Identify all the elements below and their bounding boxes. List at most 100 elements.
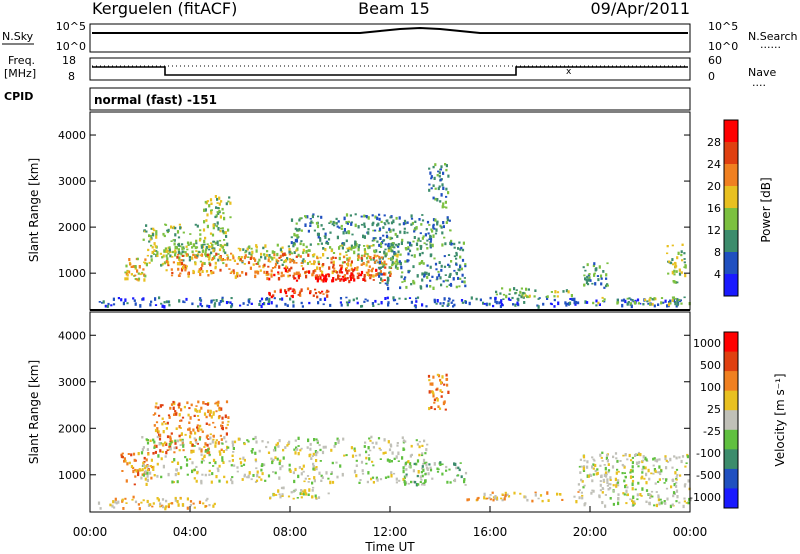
power-cell <box>137 277 141 281</box>
power-cell <box>146 254 149 257</box>
velocity-cell <box>279 466 282 471</box>
power-cell <box>150 255 153 258</box>
power-cell <box>398 223 401 226</box>
power-cell <box>455 272 458 276</box>
power-cell <box>132 297 135 300</box>
velocity-cell <box>407 482 410 485</box>
velocity-cell <box>205 505 208 507</box>
power-cell <box>500 299 503 303</box>
power-cell <box>431 275 434 278</box>
power-cell <box>152 227 155 231</box>
velocity-cell <box>327 477 330 480</box>
power-cell <box>444 200 447 204</box>
power-cell <box>345 267 348 272</box>
power-cell <box>234 275 237 279</box>
power-cell <box>410 217 414 220</box>
power-cell <box>221 296 224 299</box>
power-cell <box>313 261 316 263</box>
velocity-cell <box>637 453 641 456</box>
velocity-cell <box>388 459 391 463</box>
velocity-cell <box>464 471 468 475</box>
power-cell <box>452 305 455 308</box>
power-cell <box>273 253 276 257</box>
power-cell <box>198 268 201 271</box>
velocity-cell <box>154 450 157 454</box>
power-cell <box>339 301 342 304</box>
velocity-cell <box>278 476 281 480</box>
power-cell <box>439 168 442 171</box>
power-cell <box>672 263 675 266</box>
power-cell <box>210 245 213 248</box>
power-colorbar-swatch <box>724 208 738 231</box>
power-cell <box>304 271 307 274</box>
power-cell <box>421 237 424 240</box>
power-cell <box>183 263 186 267</box>
velocity-cell <box>113 506 116 509</box>
velocity-cell <box>143 456 146 460</box>
power-cell <box>302 248 305 252</box>
power-cell <box>393 246 396 249</box>
velocity-cell <box>179 419 182 422</box>
power-cell <box>314 269 317 273</box>
velocity-cell <box>626 486 629 489</box>
power-cell <box>432 286 435 290</box>
power-cell <box>195 239 198 243</box>
velocity-colorbar-tick: 1000 <box>693 337 721 350</box>
power-cell <box>356 266 359 269</box>
velocity-cell <box>209 410 212 414</box>
power-cell <box>384 266 387 269</box>
velocity-cell <box>146 448 149 451</box>
power-cell <box>144 258 147 261</box>
velocity-cell <box>208 453 211 456</box>
power-cell <box>421 272 424 276</box>
power-cell <box>367 255 370 258</box>
velocity-cell <box>225 432 228 436</box>
velocity-cell <box>616 481 620 484</box>
power-cell <box>317 232 320 237</box>
power-cell <box>416 247 419 251</box>
velocity-cell <box>629 471 632 474</box>
power-cell <box>371 239 374 242</box>
power-cell <box>636 298 640 302</box>
velocity-cell <box>165 451 168 455</box>
power-cell <box>136 257 139 261</box>
power-cell <box>455 285 458 289</box>
velocity-cell <box>243 442 246 446</box>
velocity-cell <box>645 489 649 492</box>
power-cell <box>201 249 204 253</box>
power-cell <box>427 272 430 276</box>
power-cell <box>250 302 253 305</box>
power-cell <box>358 244 361 246</box>
power-cell <box>565 289 568 293</box>
velocity-cell <box>315 468 318 471</box>
velocity-cell <box>195 441 198 444</box>
power-cell <box>102 300 105 304</box>
power-cell <box>360 258 364 262</box>
power-cell <box>283 252 286 256</box>
power-cell <box>273 251 276 254</box>
power-cell <box>363 235 366 239</box>
power-cell <box>267 256 271 259</box>
velocity-cell <box>316 441 319 444</box>
power-cell <box>373 254 376 258</box>
power-cell <box>629 302 633 305</box>
velocity-cell <box>236 470 239 473</box>
power-cell <box>676 256 679 260</box>
power-cell <box>337 276 340 280</box>
power-cell <box>520 295 523 299</box>
velocity-cell <box>307 438 310 443</box>
velocity-cell <box>365 456 368 460</box>
power-cell <box>353 278 356 282</box>
power-cell <box>362 234 365 239</box>
velocity-cell <box>632 500 635 505</box>
velocity-cell <box>277 445 280 448</box>
power-cell <box>268 291 271 295</box>
velocity-cell <box>147 465 150 468</box>
velocity-cell <box>526 498 529 502</box>
power-cell <box>434 163 437 167</box>
velocity-cell <box>612 455 615 459</box>
velocity-cell <box>483 492 486 496</box>
power-cell <box>204 236 207 240</box>
velocity-cell <box>617 479 620 482</box>
power-cell <box>270 295 273 299</box>
